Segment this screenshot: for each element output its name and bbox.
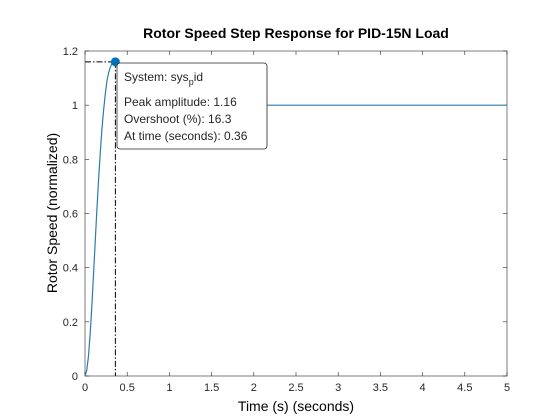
- x-tick-label: 3: [335, 382, 341, 394]
- x-tick-label: 3.5: [373, 382, 388, 394]
- y-tick-label: 1.2: [63, 46, 78, 58]
- y-axis-label: Rotor Speed (normalized): [44, 133, 60, 293]
- x-ticks: 0 0.5 1 1.5 2 2.5 3 3.5 4 4.5 5: [82, 51, 510, 394]
- x-tick-label: 2: [251, 382, 257, 394]
- y-tick-label: 0.4: [63, 263, 78, 275]
- x-tick-label: 4: [420, 382, 426, 394]
- data-tip-box: [116, 62, 268, 150]
- data-tip-time: At time (seconds): 0.36: [124, 129, 248, 143]
- x-tick-label: 1: [166, 382, 172, 394]
- y-tick-label: 0: [72, 371, 78, 383]
- data-tip-peak: Peak amplitude: 1.16: [124, 95, 237, 109]
- peak-guides: [85, 61, 116, 376]
- x-tick-label: 4.5: [457, 382, 472, 394]
- x-tick-label: 1.5: [204, 382, 219, 394]
- x-tick-label: 5: [504, 382, 510, 394]
- data-tip-system: System: syspid: [124, 70, 203, 87]
- y-tick-label: 1: [72, 100, 78, 112]
- x-tick-label: 0: [82, 382, 88, 394]
- y-ticks: 0 0.2 0.4 0.6 0.8 1 1.2: [63, 46, 507, 383]
- x-tick-label: 2.5: [288, 382, 303, 394]
- chart-title: Rotor Speed Step Response for PID-15N Lo…: [143, 25, 449, 41]
- x-tick-label: 0.5: [120, 382, 135, 394]
- data-tip[interactable]: System: syspid Peak amplitude: 1.16 Over…: [116, 62, 268, 150]
- y-tick-label: 0.2: [63, 317, 78, 329]
- data-tip-overshoot: Overshoot (%): 16.3: [124, 112, 232, 126]
- x-axis-label: Time (s) (seconds): [238, 398, 354, 414]
- y-tick-label: 0.8: [63, 154, 78, 166]
- y-tick-label: 0.6: [63, 209, 78, 221]
